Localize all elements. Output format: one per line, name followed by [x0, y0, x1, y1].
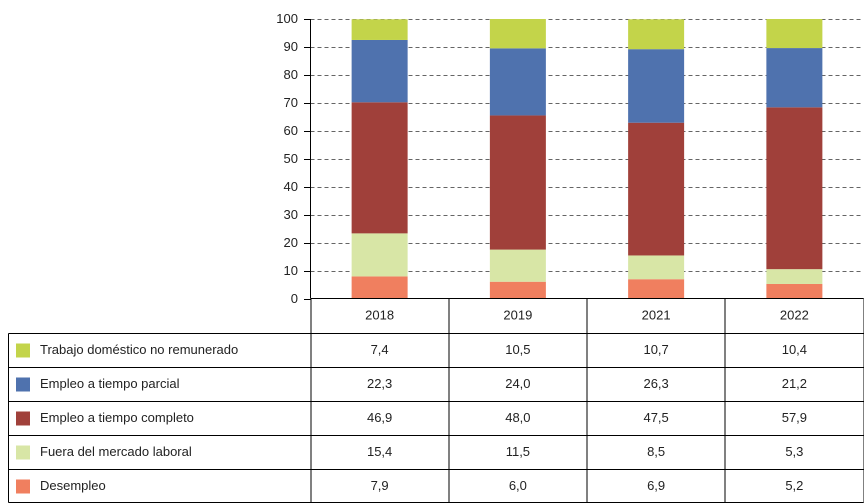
legend-swatch	[16, 445, 30, 460]
y-tick-label: 30	[284, 207, 298, 222]
legend-swatch	[16, 411, 30, 426]
bar-segment	[766, 107, 823, 270]
table-value: 6,9	[647, 478, 665, 493]
bar-segment	[489, 249, 546, 282]
table-value: 10,4	[782, 342, 807, 357]
legend-swatch	[16, 377, 30, 392]
legend-label: Empleo a tiempo completo	[40, 410, 194, 425]
bar-segment	[489, 48, 546, 116]
bar-segment	[351, 233, 408, 277]
bar-segment	[489, 115, 546, 250]
table-value: 47,5	[643, 410, 668, 425]
column-header: 2019	[503, 307, 532, 322]
y-tick-label: 40	[284, 179, 298, 194]
bar-segment	[766, 19, 823, 49]
table-value: 21,2	[782, 376, 807, 391]
table-value: 7,9	[371, 478, 389, 493]
table-value: 46,9	[367, 410, 392, 425]
y-tick-label: 50	[284, 151, 298, 166]
table-value: 24,0	[505, 376, 530, 391]
legend-label: Fuera del mercado laboral	[40, 444, 192, 459]
column-header: 2022	[780, 307, 809, 322]
y-tick-label: 60	[284, 123, 298, 138]
table-value: 48,0	[505, 410, 530, 425]
y-tick-label: 20	[284, 235, 298, 250]
column-header: 2021	[642, 307, 671, 322]
bar-segment	[628, 279, 685, 299]
bar-segment	[351, 39, 408, 103]
table-value: 57,9	[782, 410, 807, 425]
table-value: 10,5	[505, 342, 530, 357]
bar-segment	[766, 48, 823, 108]
table-value: 6,0	[509, 478, 527, 493]
y-tick-label: 10	[284, 263, 298, 278]
y-tick-label: 0	[291, 291, 298, 306]
y-tick-label: 100	[276, 11, 298, 26]
bar-segment	[489, 281, 546, 299]
table-value: 11,5	[506, 444, 530, 459]
legend-label: Empleo a tiempo parcial	[40, 376, 180, 391]
legend-label: Trabajo doméstico no remunerado	[40, 342, 238, 357]
bar-segment	[351, 19, 408, 40]
bar-segment	[628, 49, 685, 123]
legend-label: Desempleo	[40, 478, 106, 493]
bar-segment	[766, 283, 823, 299]
table-value: 26,3	[643, 376, 668, 391]
bar-segment	[766, 269, 823, 284]
table-value: 10,7	[643, 342, 668, 357]
table-value: 5,3	[785, 444, 803, 459]
table-value: 15,4	[367, 444, 392, 459]
bar-segment	[351, 276, 408, 299]
bar-segment	[628, 122, 685, 256]
column-header: 2018	[365, 307, 394, 322]
legend-swatch	[16, 479, 30, 494]
table-value: 7,4	[371, 342, 389, 357]
bar-segment	[489, 19, 546, 49]
y-tick-label: 80	[284, 67, 298, 82]
y-tick-label: 70	[284, 95, 298, 110]
table-value: 22,3	[367, 376, 392, 391]
bar-segment	[351, 102, 408, 234]
bar-segment	[628, 255, 685, 280]
legend-swatch	[16, 343, 30, 358]
bar-segment	[628, 19, 685, 50]
table-value: 8,5	[647, 444, 665, 459]
y-tick-label: 90	[284, 39, 298, 54]
table-value: 5,2	[785, 478, 803, 493]
